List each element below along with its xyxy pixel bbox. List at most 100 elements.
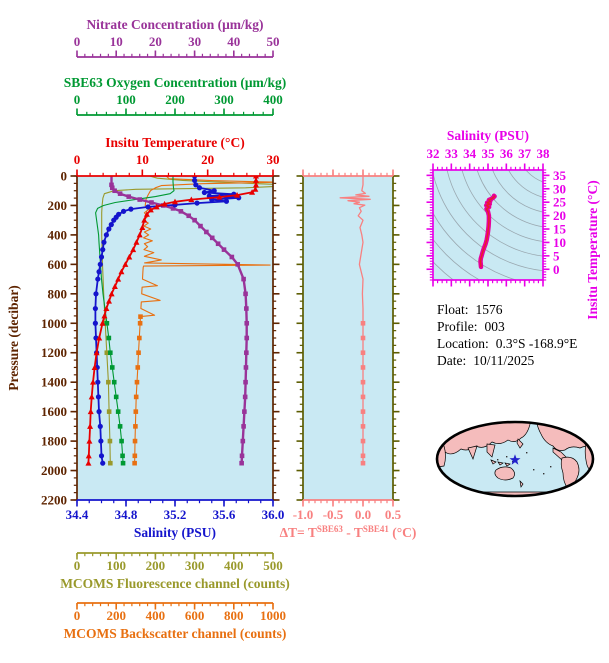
- temperature-marker: [85, 460, 92, 466]
- temperature-tick-label: 0: [74, 152, 81, 167]
- land-mass: [587, 426, 593, 442]
- land-mass: [516, 438, 524, 449]
- date-value: 10/11/2025: [473, 353, 535, 368]
- nitrate-axis-title: Nitrate Concentration (μm/kg): [86, 17, 263, 32]
- fluorescence-tick-label: 0: [74, 558, 81, 573]
- temperature-marker: [101, 312, 108, 319]
- nitrate-marker: [178, 209, 184, 214]
- delta-t-marker: [360, 320, 366, 326]
- pressure-tick-label: 1600: [41, 404, 67, 419]
- temperature-marker: [111, 283, 118, 289]
- salinity-marker: [108, 222, 114, 228]
- temperature-marker: [122, 261, 129, 267]
- delta-t-axis: -1.0 -0.5 0.0 0.5 ΔT= TSBE63 - TSBE41 (°C): [280, 499, 417, 540]
- oxygen-marker: [120, 460, 126, 466]
- backscatter-marker: [133, 394, 139, 400]
- nitrate-tick-label: 10: [110, 34, 123, 49]
- land-mass: [569, 422, 583, 430]
- salinity-marker: [194, 200, 200, 206]
- contour-line: [531, 118, 583, 170]
- backscatter-marker: [132, 438, 138, 444]
- pressure-tick-label: 2000: [41, 463, 67, 478]
- pressure-axis: 0 200 400 600 800 1000 1200 1400 1600 1800 2000 220…: [6, 169, 78, 508]
- delta-t-title-part: SBE41: [363, 524, 390, 534]
- oxygen-marker: [106, 335, 112, 341]
- nitrate-marker: [209, 235, 215, 241]
- pressure-tick-label: 600: [48, 257, 68, 272]
- salinity-tick-label: 34.4: [66, 507, 89, 522]
- salinity-marker: [120, 208, 127, 214]
- temperature-marker: [90, 379, 97, 385]
- pressure-tick-label: 1200: [41, 345, 67, 360]
- ts-salinity-tick-label: 36: [500, 146, 514, 161]
- ts-salinity-tick-label: 35: [482, 146, 496, 161]
- salinity-tick-label: 36.0: [262, 507, 285, 522]
- ts-temp-tick-label: 5: [553, 248, 560, 263]
- pressure-tick-label: 0: [61, 169, 68, 184]
- backscatter-tick-label: 200: [106, 608, 126, 623]
- profile-value: 003: [484, 319, 505, 334]
- delta-t-tick-label: -1.0: [293, 507, 314, 522]
- pressure-tick-label: 800: [48, 286, 68, 301]
- ts-frame: 32 33 34 35 36 37 38 Salinity (PSU) 051015202530…: [426, 128, 600, 320]
- nitrate-tick-label: 30: [188, 34, 201, 49]
- backscatter-marker: [132, 460, 137, 466]
- delta-t-marker: [360, 350, 366, 356]
- oxygen-marker: [109, 365, 115, 370]
- delta-t-title-part: (°C): [389, 525, 417, 540]
- salinity-marker: [92, 305, 98, 312]
- temperature-tick-label: 30: [267, 152, 280, 167]
- salinity-marker: [96, 269, 102, 275]
- salinity-marker: [106, 226, 112, 232]
- temperature-tick-label: 20: [201, 152, 214, 167]
- nitrate-tick-label: 40: [227, 34, 240, 49]
- nitrate-marker: [243, 365, 249, 370]
- ts-temp-tick-label: 35: [553, 168, 567, 183]
- ts-salinity-tick-label: 34: [463, 146, 477, 161]
- nitrate-marker: [112, 188, 117, 194]
- backscatter-marker: [133, 424, 138, 429]
- nitrate-marker: [186, 213, 192, 219]
- pressure-tick-label: 200: [48, 198, 68, 213]
- salinity-marker: [93, 291, 99, 297]
- temperature-marker: [87, 423, 94, 429]
- main-profile-plot: 0 200 400 600 800 1000 1200 1400 1600 1800 2000 220…: [6, 169, 280, 508]
- ts-temp-title: Insitu Temperature (°C): [585, 180, 600, 319]
- backscatter-marker: [137, 320, 143, 326]
- salinity-marker: [223, 198, 230, 204]
- oxygen-tick-label: 200: [165, 92, 185, 107]
- temperature-marker: [87, 408, 94, 415]
- oxygen-marker: [115, 409, 121, 414]
- nitrate-marker: [240, 438, 246, 444]
- nitrate-marker: [198, 223, 203, 229]
- pressure-axis-right: [272, 175, 280, 501]
- land-mass: [490, 459, 497, 465]
- plot-background: [303, 176, 393, 500]
- nitrate-marker: [244, 320, 250, 326]
- delta-t-tick-label: -0.5: [323, 507, 344, 522]
- delta-t-axis-title: ΔT= TSBE63 - TSBE41 (°C): [280, 524, 417, 540]
- location-value: 0.3°S -168.9°E: [495, 336, 578, 351]
- delta-t-marker: [360, 394, 366, 400]
- nitrate-marker: [137, 197, 143, 202]
- island-speck: [533, 469, 535, 471]
- backscatter-tick-label: 800: [224, 608, 244, 623]
- delta-t-marker: [360, 438, 366, 444]
- ts-salinity-tick-label: 37: [518, 146, 532, 161]
- fluorescence-marker: [108, 460, 113, 466]
- fluorescence-marker: [106, 409, 112, 414]
- temperature-marker: [126, 253, 133, 260]
- island-speck: [497, 459, 499, 461]
- ts-temp-tick-label: 30: [553, 181, 566, 196]
- delta-t-title-part: ΔT= T: [280, 525, 317, 540]
- temperature-marker: [253, 181, 260, 188]
- island-speck: [543, 473, 545, 475]
- oxygen-marker: [119, 438, 124, 444]
- nitrate-marker: [204, 229, 209, 235]
- nitrate-marker: [109, 185, 115, 191]
- salinity-tick-label: 35.6: [213, 507, 236, 522]
- temperature-marker: [115, 275, 122, 282]
- nitrate-marker: [243, 291, 248, 297]
- temperature-marker: [130, 246, 137, 253]
- nitrate-marker: [242, 394, 248, 400]
